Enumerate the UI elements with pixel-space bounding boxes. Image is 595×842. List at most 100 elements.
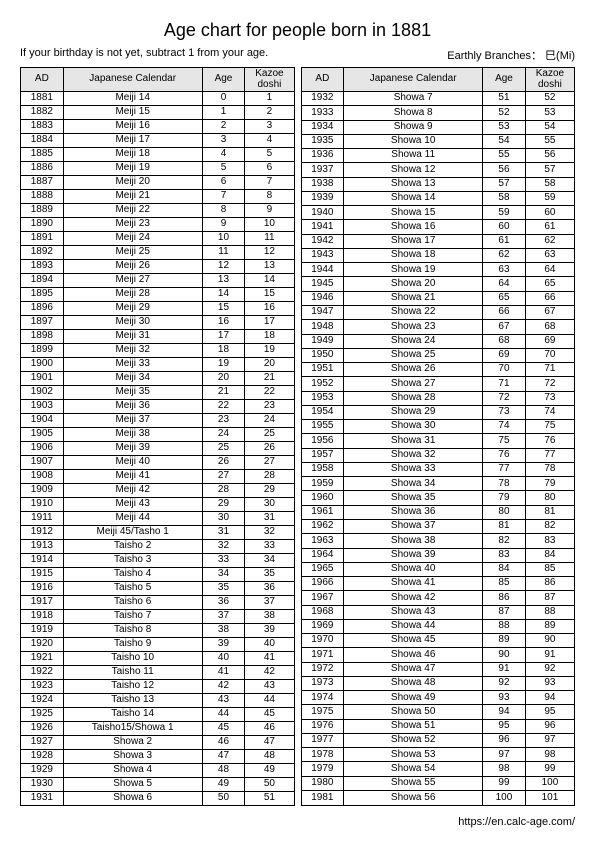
th-kazoe: Kazoedoshi: [525, 68, 574, 92]
cell-age: 36: [202, 596, 245, 610]
cell-jc: Meiji 34: [63, 372, 202, 386]
cell-kz: 40: [245, 638, 294, 652]
cell-ad: 1980: [301, 776, 344, 790]
cell-jc: Meiji 45/Tasho 1: [63, 526, 202, 540]
cell-ad: 1964: [301, 548, 344, 562]
table-row: 1899Meiji 321819: [21, 344, 295, 358]
cell-ad: 1961: [301, 505, 344, 519]
cell-kz: 45: [245, 708, 294, 722]
cell-jc: Meiji 14: [63, 92, 202, 106]
cell-jc: Showa 30: [344, 420, 483, 434]
cell-ad: 1881: [21, 92, 64, 106]
cell-jc: Meiji 31: [63, 330, 202, 344]
cell-age: 23: [202, 414, 245, 428]
cell-ad: 1935: [301, 134, 344, 148]
cell-jc: Taisho 7: [63, 610, 202, 624]
cell-jc: Taisho 8: [63, 624, 202, 638]
cell-ad: 1959: [301, 477, 344, 491]
cell-ad: 1951: [301, 363, 344, 377]
table-row: 1947Showa 226667: [301, 305, 575, 319]
age-table-right: AD Japanese Calendar Age Kazoedoshi 1932…: [301, 67, 576, 806]
cell-kz: 92: [525, 662, 574, 676]
cell-ad: 1943: [301, 248, 344, 262]
cell-ad: 1948: [301, 320, 344, 334]
cell-jc: Taisho 3: [63, 554, 202, 568]
cell-jc: Taisho 13: [63, 694, 202, 708]
cell-jc: Taisho 11: [63, 666, 202, 680]
cell-ad: 1910: [21, 498, 64, 512]
cell-kz: 35: [245, 568, 294, 582]
cell-jc: Meiji 15: [63, 106, 202, 120]
cell-kz: 11: [245, 232, 294, 246]
cell-kz: 15: [245, 288, 294, 302]
cell-jc: Showa 31: [344, 434, 483, 448]
table-row: 1945Showa 206465: [301, 277, 575, 291]
cell-jc: Showa 56: [344, 791, 483, 806]
cell-kz: 61: [525, 220, 574, 234]
cell-ad: 1932: [301, 92, 344, 106]
cell-kz: 53: [525, 106, 574, 120]
table-row: 1943Showa 186263: [301, 248, 575, 262]
cell-age: 89: [483, 634, 526, 648]
table-row: 1886Meiji 1956: [21, 162, 295, 176]
cell-age: 16: [202, 316, 245, 330]
cell-kz: 91: [525, 648, 574, 662]
table-row: 1907Meiji 402627: [21, 456, 295, 470]
cell-age: 32: [202, 540, 245, 554]
cell-age: 83: [483, 548, 526, 562]
cell-ad: 1899: [21, 344, 64, 358]
cell-jc: Showa 9: [344, 120, 483, 134]
cell-age: 34: [202, 568, 245, 582]
cell-kz: 27: [245, 456, 294, 470]
cell-jc: Showa 21: [344, 291, 483, 305]
cell-ad: 1942: [301, 234, 344, 248]
table-row: 1898Meiji 311718: [21, 330, 295, 344]
cell-kz: 96: [525, 719, 574, 733]
cell-kz: 30: [245, 498, 294, 512]
cell-kz: 99: [525, 762, 574, 776]
cell-jc: Showa 49: [344, 691, 483, 705]
cell-jc: Showa 43: [344, 605, 483, 619]
cell-ad: 1892: [21, 246, 64, 260]
cell-kz: 48: [245, 750, 294, 764]
cell-jc: Meiji 30: [63, 316, 202, 330]
cell-ad: 1891: [21, 232, 64, 246]
table-row: 1888Meiji 2178: [21, 190, 295, 204]
cell-age: 7: [202, 190, 245, 204]
cell-kz: 18: [245, 330, 294, 344]
cell-kz: 59: [525, 191, 574, 205]
cell-jc: Showa 34: [344, 477, 483, 491]
cell-kz: 58: [525, 177, 574, 191]
age-table-left: AD Japanese Calendar Age Kazoedoshi 1881…: [20, 67, 295, 806]
cell-kz: 20: [245, 358, 294, 372]
cell-kz: 42: [245, 666, 294, 680]
cell-age: 57: [483, 177, 526, 191]
cell-ad: 1949: [301, 334, 344, 348]
cell-jc: Showa 16: [344, 220, 483, 234]
cell-age: 9: [202, 218, 245, 232]
table-row: 1882Meiji 1512: [21, 106, 295, 120]
cell-kz: 73: [525, 391, 574, 405]
cell-age: 68: [483, 334, 526, 348]
cell-jc: Meiji 42: [63, 484, 202, 498]
table-row: 1950Showa 256970: [301, 348, 575, 362]
cell-kz: 21: [245, 372, 294, 386]
cell-kz: 10: [245, 218, 294, 232]
cell-age: 39: [202, 638, 245, 652]
cell-kz: 64: [525, 263, 574, 277]
cell-kz: 39: [245, 624, 294, 638]
cell-ad: 1913: [21, 540, 64, 554]
cell-kz: 9: [245, 204, 294, 218]
cell-ad: 1937: [301, 163, 344, 177]
cell-jc: Showa 17: [344, 234, 483, 248]
cell-kz: 31: [245, 512, 294, 526]
cell-ad: 1977: [301, 733, 344, 747]
cell-age: 10: [202, 232, 245, 246]
cell-age: 44: [202, 708, 245, 722]
table-row: 1934Showa 95354: [301, 120, 575, 134]
cell-jc: Showa 51: [344, 719, 483, 733]
cell-age: 62: [483, 248, 526, 262]
table-row: 1960Showa 357980: [301, 491, 575, 505]
cell-age: 85: [483, 577, 526, 591]
cell-kz: 22: [245, 386, 294, 400]
